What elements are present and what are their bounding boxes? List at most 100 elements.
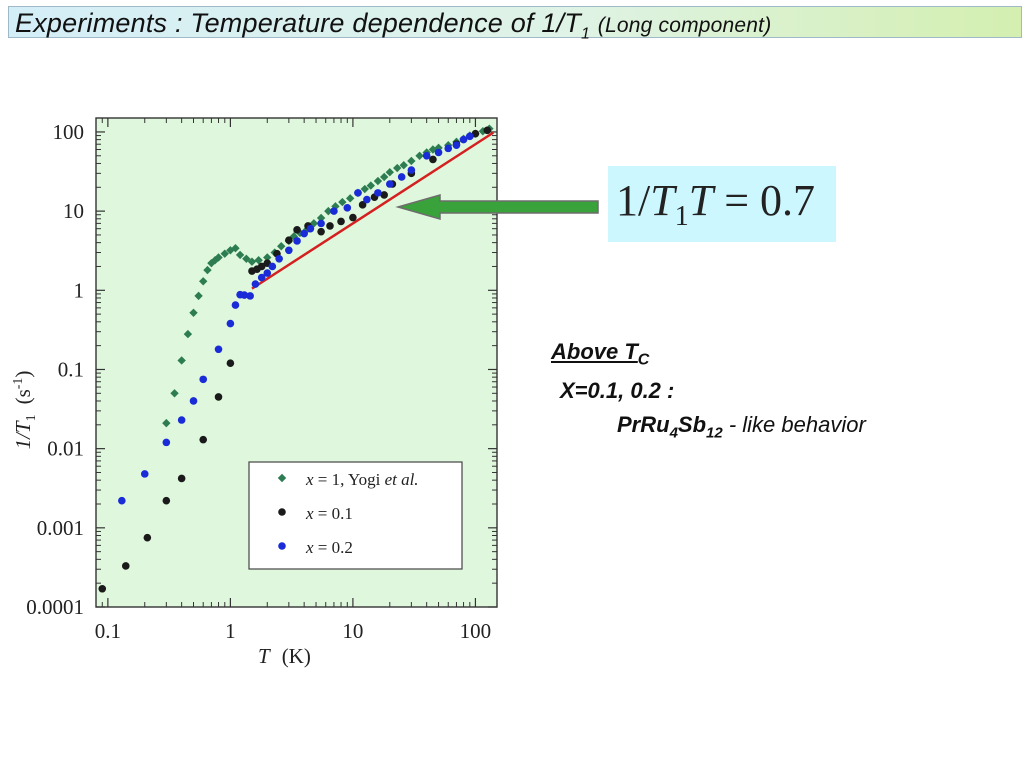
formula-subscript: 1 — [674, 200, 689, 232]
data-point-series-0 — [247, 257, 257, 266]
data-point-series-2 — [214, 345, 223, 354]
data-point-series-2 — [257, 273, 266, 282]
data-point-series-0 — [183, 329, 193, 339]
data-point-series-0 — [254, 255, 263, 265]
fit-line — [251, 131, 495, 290]
legend-var: x — [305, 470, 314, 489]
data-point-series-2 — [363, 195, 371, 204]
formula-rest: = 0.7 — [713, 176, 816, 225]
legend-text: = 1, Yogi — [314, 470, 385, 489]
data-point-series-2 — [140, 470, 149, 478]
data-point-series-1 — [380, 191, 388, 199]
data-point-series-2 — [330, 207, 338, 215]
data-point-series-0 — [170, 389, 179, 398]
data-point-series-0 — [324, 206, 333, 216]
green-arrow-icon — [395, 194, 599, 220]
data-point-series-1 — [317, 227, 325, 236]
legend-label-1: x = 0.1 — [305, 504, 353, 523]
data-point-series-0 — [338, 197, 347, 207]
data-point-series-2 — [343, 204, 352, 212]
formula-t1: T — [650, 176, 675, 225]
data-point-series-0 — [393, 163, 402, 173]
data-point-series-0 — [177, 356, 186, 365]
data-point-series-1 — [257, 262, 266, 271]
compound-sb: Sb — [677, 412, 707, 437]
y-axis-label-exp: -1 — [11, 378, 26, 390]
data-point-series-1 — [177, 474, 186, 483]
legend-marker-2 — [278, 542, 286, 550]
data-point-series-2 — [293, 237, 301, 245]
formula-callout: 1/T1T = 0.7 — [608, 166, 836, 242]
y-axis-label: 1/T1 (s-1) — [11, 371, 39, 450]
legend-label-0: x = 1, Yogi et al. — [305, 470, 419, 489]
formula-part1: 1/ — [616, 176, 651, 225]
legend-etal: et al. — [385, 470, 419, 489]
data-point-series-2 — [300, 229, 308, 238]
data-point-series-2 — [275, 254, 283, 263]
compound-pr: PrRu — [617, 412, 670, 437]
data-point-series-1 — [143, 533, 152, 542]
legend-var: x — [305, 504, 314, 523]
compound-text: PrRu4Sb12 - like behavior — [617, 412, 866, 441]
data-point-series-1 — [349, 213, 357, 222]
data-point-series-2 — [459, 135, 468, 144]
data-point-series-1 — [293, 226, 301, 234]
legend-var: x — [305, 538, 314, 557]
data-point-series-2 — [285, 246, 293, 255]
y-tick-label: 100 — [53, 120, 85, 144]
data-point-series-2 — [177, 416, 186, 424]
data-point-series-0 — [360, 184, 369, 194]
data-point-series-2 — [189, 397, 198, 405]
title-main: Experiments : Temperature dependence of … — [15, 8, 581, 38]
y-tick-label: 0.01 — [47, 437, 84, 461]
data-point-series-2 — [199, 375, 208, 384]
y-tick-label: 0.0001 — [26, 595, 84, 619]
data-point-series-2 — [162, 438, 171, 447]
y-axis-label-sub: 1 — [24, 414, 39, 421]
above-tc-heading: Above TC — [551, 339, 649, 369]
y-axis-label-unit: (s — [11, 389, 35, 404]
legend-text: = 0.2 — [314, 538, 353, 557]
compound-rest: - like behavior — [722, 412, 866, 437]
y-tick-label: 0.1 — [58, 357, 84, 381]
x-tick-label: 100 — [460, 619, 492, 643]
data-point-series-1 — [483, 126, 492, 135]
data-point-series-0 — [189, 308, 198, 317]
formula-text: 1/T1T = 0.7 — [616, 175, 815, 233]
data-point-series-2 — [397, 173, 406, 181]
legend-box — [248, 461, 463, 570]
y-tick-label: 10 — [63, 199, 84, 223]
data-point-series-0 — [162, 418, 171, 428]
x-tick-label: 1 — [225, 619, 236, 643]
data-point-series-0 — [277, 242, 286, 251]
x-axis-label-unit: (K) — [282, 644, 311, 668]
data-point-series-0 — [203, 265, 212, 275]
legend: x = 1, Yogi et al.x = 0.1x = 0.2 — [248, 461, 463, 570]
data-point-series-0 — [379, 172, 389, 182]
data-point-series-2 — [466, 132, 474, 141]
formula-t2: T — [688, 176, 714, 225]
data-point-series-1 — [429, 155, 437, 164]
data-point-series-1 — [98, 584, 107, 593]
data-point-series-1 — [337, 217, 345, 226]
compound-sub1: 4 — [669, 424, 678, 442]
above-label: Above T — [551, 339, 638, 364]
data-point-series-0 — [399, 161, 408, 170]
page-title: Experiments : Temperature dependence of … — [15, 8, 771, 43]
title-bar: Experiments : Temperature dependence of … — [8, 6, 1022, 42]
data-point-series-0 — [407, 156, 416, 166]
y-tick-label: 1 — [74, 278, 85, 302]
data-point-series-0 — [385, 168, 394, 177]
data-point-series-2 — [385, 180, 394, 188]
data-point-series-2 — [452, 141, 461, 150]
data-point-series-0 — [373, 176, 383, 186]
y-axis-label-main: 1/T — [11, 420, 35, 449]
y-tick-label: 0.001 — [37, 516, 84, 540]
data-point-series-2 — [444, 144, 453, 153]
data-point-series-2 — [246, 292, 254, 300]
x-axis-label-var: T — [258, 644, 271, 668]
x-values-text: X=0.1, 0.2 : — [560, 378, 675, 403]
data-point-series-2 — [354, 189, 362, 197]
legend-marker-0 — [277, 473, 287, 483]
data-point-series-1 — [326, 222, 334, 230]
